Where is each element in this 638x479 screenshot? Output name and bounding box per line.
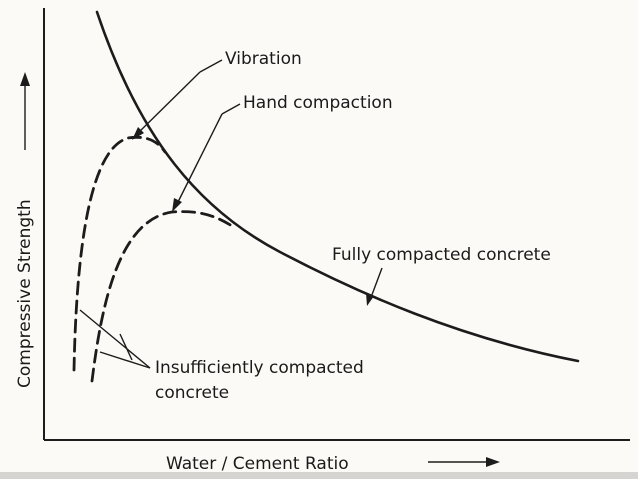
insufficient-label-line2: concrete <box>155 383 229 403</box>
vibration-curve <box>72 135 167 372</box>
vibration-label: Vibration <box>225 49 302 69</box>
vibration-leader <box>199 59 223 73</box>
fully-compacted-label: Fully compacted concrete <box>332 245 551 265</box>
y-axis-arrow-head <box>20 72 30 86</box>
bottom-strip <box>0 472 638 479</box>
fully-compacted-leader <box>369 267 383 301</box>
x-axis-arrow-head <box>486 457 500 467</box>
hand-leader <box>221 103 241 115</box>
hand-compaction-label: Hand compaction <box>243 93 393 113</box>
vibration-leader-arrowhead <box>132 127 144 140</box>
y-axis-label: Compressive Strength <box>15 199 35 388</box>
vibration-leader-arrow-shaft <box>135 71 201 136</box>
hand-leader-arrowhead <box>172 198 182 212</box>
insufficient-leader-1 <box>79 309 151 369</box>
insufficient-leader-2 <box>99 351 151 369</box>
fully-compacted-curve <box>95 10 580 363</box>
hand-compaction-curve <box>90 210 234 383</box>
insufficient-leader-hook <box>119 333 133 361</box>
insufficient-label-line1: Insufficiently compacted <box>155 358 364 378</box>
hand-leader-arrow-shaft <box>175 113 223 207</box>
x-axis-label: Water / Cement Ratio <box>166 454 349 474</box>
fully-compacted-leader-arrowhead <box>366 293 374 306</box>
